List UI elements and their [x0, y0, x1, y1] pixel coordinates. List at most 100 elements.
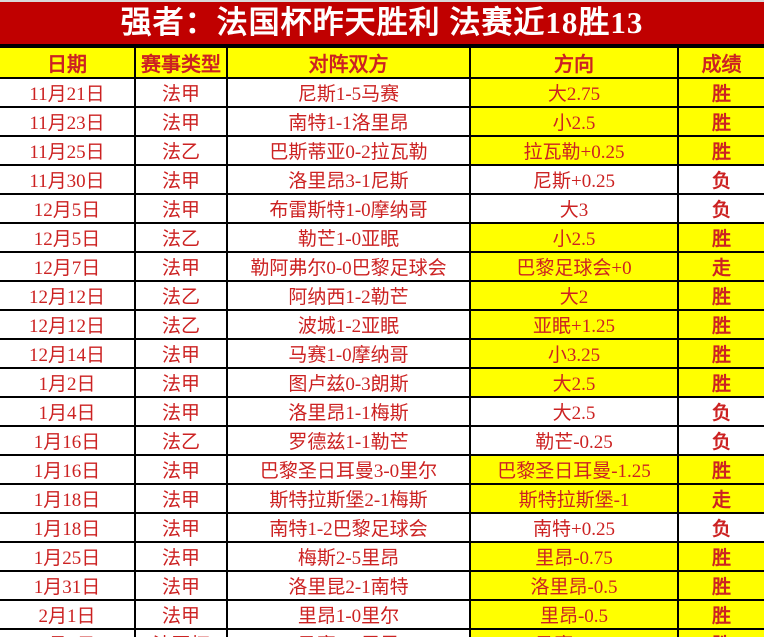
cell-date: 11月30日	[0, 164, 136, 195]
col-header-date: 日期	[0, 46, 136, 79]
cell-date: 1月16日	[0, 425, 136, 456]
cell-result: 胜	[677, 570, 764, 601]
cell-league: 法乙	[134, 135, 228, 166]
table-row: 12月5日 法乙 勒芒1-0亚眠 小2.5 胜	[0, 222, 764, 253]
cell-direction: 尼斯+0.25	[469, 164, 679, 195]
cell-result: 胜	[677, 599, 764, 630]
cell-direction: 大2.5	[469, 396, 679, 427]
cell-direction: 大2.75	[469, 77, 679, 108]
cell-league: 法国杯	[134, 628, 228, 637]
cell-match: 洛里昂1-1梅斯	[226, 396, 471, 427]
cell-match: 南特1-2巴黎足球会	[226, 512, 471, 543]
col-header-direction: 方向	[469, 46, 679, 79]
table-row: 11月30日 法甲 洛里昂3-1尼斯 尼斯+0.25 负	[0, 164, 764, 195]
cell-date: 2月3日	[0, 628, 136, 637]
cell-direction: 大3	[469, 193, 679, 224]
cell-league: 法甲	[134, 338, 228, 369]
cell-match: 阿纳西1-2勒芒	[226, 280, 471, 311]
cell-league: 法甲	[134, 483, 228, 514]
cell-result: 负	[677, 512, 764, 543]
cell-result: 胜	[677, 628, 764, 637]
cell-date: 12月5日	[0, 222, 136, 253]
cell-league: 法甲	[134, 251, 228, 282]
col-header-match: 对阵双方	[226, 46, 471, 79]
cell-direction: 拉瓦勒+0.25	[469, 135, 679, 166]
cell-result: 胜	[677, 280, 764, 311]
cell-league: 法甲	[134, 396, 228, 427]
cell-league: 法甲	[134, 164, 228, 195]
cell-date: 12月5日	[0, 193, 136, 224]
page-title: 强者：法国杯昨天胜利 法赛近18胜13	[0, 0, 764, 46]
cell-match: 南特1-1洛里昂	[226, 106, 471, 137]
cell-match: 勒阿弗尔0-0巴黎足球会	[226, 251, 471, 282]
cell-match: 尼斯1-5马赛	[226, 77, 471, 108]
cell-league: 法乙	[134, 222, 228, 253]
cell-result: 胜	[677, 106, 764, 137]
cell-date: 1月25日	[0, 541, 136, 572]
table-row: 12月12日 法乙 阿纳西1-2勒芒 大2 胜	[0, 280, 764, 311]
cell-direction: 巴黎圣日耳曼-1.25	[469, 454, 679, 485]
col-header-result: 成绩	[677, 46, 764, 79]
cell-date: 11月23日	[0, 106, 136, 137]
table-row: 11月23日 法甲 南特1-1洛里昂 小2.5 胜	[0, 106, 764, 137]
table-row: 1月25日 法甲 梅斯2-5里昂 里昂-0.75 胜	[0, 541, 764, 572]
cell-match: 梅斯2-5里昂	[226, 541, 471, 572]
table-row: 1月2日 法甲 图卢兹0-3朗斯 大2.5 胜	[0, 367, 764, 398]
cell-date: 12月14日	[0, 338, 136, 369]
cell-result: 胜	[677, 135, 764, 166]
cell-date: 1月18日	[0, 483, 136, 514]
cell-date: 1月16日	[0, 454, 136, 485]
cell-match: 斯特拉斯堡2-1梅斯	[226, 483, 471, 514]
cell-date: 1月2日	[0, 367, 136, 398]
table-row: 12月12日 法乙 波城1-2亚眠 亚眠+1.25 胜	[0, 309, 764, 340]
table-row: 1月31日 法甲 洛里昆2-1南特 洛里昂-0.5 胜	[0, 570, 764, 601]
cell-match: 马赛1-0摩纳哥	[226, 338, 471, 369]
cell-match: 洛里昆2-1南特	[226, 570, 471, 601]
cell-match: 波城1-2亚眠	[226, 309, 471, 340]
cell-match: 巴斯蒂亚0-2拉瓦勒	[226, 135, 471, 166]
cell-date: 1月18日	[0, 512, 136, 543]
cell-league: 法乙	[134, 309, 228, 340]
cell-match: 洛里昂3-1尼斯	[226, 164, 471, 195]
cell-league: 法乙	[134, 425, 228, 456]
cell-league: 法甲	[134, 512, 228, 543]
cell-result: 胜	[677, 77, 764, 108]
table-row: 1月18日 法甲 斯特拉斯堡2-1梅斯 斯特拉斯堡-1 走	[0, 483, 764, 514]
cell-match: 布雷斯特1-0摩纳哥	[226, 193, 471, 224]
cell-direction: 大2.5	[469, 367, 679, 398]
cell-match: 勒芒1-0亚眠	[226, 222, 471, 253]
cell-match: 罗德兹1-1勒芒	[226, 425, 471, 456]
cell-league: 法甲	[134, 599, 228, 630]
cell-direction: 亚眠+1.25	[469, 309, 679, 340]
table-row: 1月4日 法甲 洛里昂1-1梅斯 大2.5 负	[0, 396, 764, 427]
cell-result: 走	[677, 483, 764, 514]
table-row: 2月1日 法甲 里昂1-0里尔 里昂-0.5 胜	[0, 599, 764, 630]
cell-date: 2月1日	[0, 599, 136, 630]
cell-date: 1月31日	[0, 570, 136, 601]
cell-direction: 勒芒-0.25	[469, 425, 679, 456]
cell-result: 胜	[677, 367, 764, 398]
cell-league: 法甲	[134, 193, 228, 224]
cell-result: 走	[677, 251, 764, 282]
record-table: 日期 赛事类型 对阵双方 方向 成绩 11月21日 法甲 尼斯1-5马赛 大2.…	[0, 46, 764, 637]
col-header-league: 赛事类型	[134, 46, 228, 79]
cell-result: 胜	[677, 541, 764, 572]
cell-date: 12月7日	[0, 251, 136, 282]
cell-result: 胜	[677, 454, 764, 485]
cell-league: 法甲	[134, 570, 228, 601]
cell-direction: 里昂-0.75	[469, 541, 679, 572]
cell-date: 11月21日	[0, 77, 136, 108]
cell-result: 负	[677, 193, 764, 224]
table-row: 12月7日 法甲 勒阿弗尔0-0巴黎足球会 巴黎足球会+0 走	[0, 251, 764, 282]
cell-direction: 斯特拉斯堡-1	[469, 483, 679, 514]
cell-result: 胜	[677, 309, 764, 340]
cell-direction: 马赛-0.75	[469, 628, 679, 637]
table-row: 12月5日 法甲 布雷斯特1-0摩纳哥 大3 负	[0, 193, 764, 224]
cell-direction: 大2	[469, 280, 679, 311]
table-row: 1月16日 法乙 罗德兹1-1勒芒 勒芒-0.25 负	[0, 425, 764, 456]
cell-date: 11月25日	[0, 135, 136, 166]
table-row: 12月14日 法甲 马赛1-0摩纳哥 小3.25 胜	[0, 338, 764, 369]
table-row: 1月18日 法甲 南特1-2巴黎足球会 南特+0.25 负	[0, 512, 764, 543]
cell-date: 12月12日	[0, 309, 136, 340]
